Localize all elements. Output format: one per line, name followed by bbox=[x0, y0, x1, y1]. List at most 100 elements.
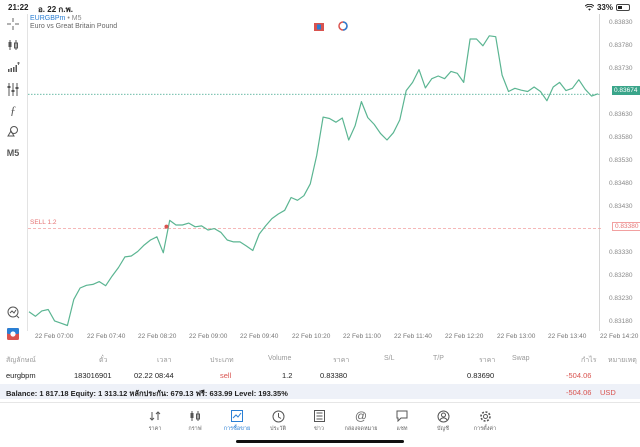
cell-symbol: eurgbpm bbox=[6, 371, 36, 380]
price-tick: 0.83630 bbox=[609, 111, 633, 118]
sell-price-label: 0.83380 bbox=[612, 222, 640, 231]
price-tick: 0.83430 bbox=[609, 203, 633, 210]
clock: 21:22 bbox=[8, 3, 29, 12]
nav-label: บัญชี bbox=[437, 426, 449, 432]
separator: • bbox=[67, 15, 70, 22]
trades-table-header: สัญลักษณ์ ตั๋ว เวลา ประเภท Volume ราคา S… bbox=[0, 352, 640, 366]
symbol-description: Euro vs Great Britain Pound bbox=[30, 23, 118, 30]
price-tick: 0.83180 bbox=[609, 318, 633, 325]
nav-account[interactable]: บัญชี bbox=[423, 409, 463, 433]
time-tick: 22 Feb 11:40 bbox=[394, 333, 432, 340]
price-tick: 0.83730 bbox=[609, 65, 633, 72]
bottom-navigation: ราคา กราฟ การซื้อขาย ประวัติ ข่าว @ กล่อ… bbox=[0, 402, 640, 447]
wifi-icon bbox=[584, 4, 594, 11]
price-tick: 0.83780 bbox=[609, 42, 633, 49]
price-tick: 0.83280 bbox=[609, 272, 633, 279]
account-summary: Balance: 1 817.18 Equity: 1 313.12 หลักป… bbox=[0, 384, 640, 399]
cell-time: 02.22 08:44 bbox=[134, 371, 174, 380]
nav-trade[interactable]: การซื้อขาย bbox=[217, 409, 257, 433]
nav-label: ราคา bbox=[148, 426, 162, 432]
objects-icon[interactable] bbox=[4, 124, 22, 138]
home-indicator[interactable] bbox=[236, 440, 404, 443]
trade-row[interactable]: eurgbpm 183016901 02.22 08:44 sell 1.2 0… bbox=[0, 368, 640, 383]
nav-settings[interactable]: การตั้งค่า bbox=[465, 409, 505, 433]
timeframe-button[interactable]: M5 bbox=[6, 148, 20, 158]
time-tick: 22 Feb 09:40 bbox=[240, 333, 279, 340]
header-price: ราคา bbox=[479, 357, 496, 364]
mailbox-icon: @ bbox=[354, 409, 368, 423]
trade-icon bbox=[217, 409, 257, 423]
quotes-icon bbox=[135, 409, 175, 423]
timeframe: M5 bbox=[71, 15, 82, 22]
cell-type: sell bbox=[220, 371, 232, 380]
battery-icon bbox=[616, 4, 630, 11]
nav-label: การซื้อขาย bbox=[223, 426, 251, 432]
cell-price: 0.83690 bbox=[467, 371, 495, 380]
nav-label: กล่องจดหมาย bbox=[344, 426, 378, 432]
sell-order-label[interactable]: SELL 1.2 bbox=[30, 219, 57, 226]
nav-mailbox[interactable]: @ กล่องจดหมาย bbox=[341, 409, 381, 433]
cell-ticket: 183016901 bbox=[74, 371, 112, 380]
chart-overlay-icons bbox=[314, 18, 348, 36]
date: อ. 22 ก.พ. bbox=[38, 5, 73, 14]
settings-sliders-icon[interactable] bbox=[4, 82, 22, 96]
settings-icon bbox=[465, 409, 505, 423]
time-tick: 22 Feb 09:00 bbox=[189, 333, 228, 340]
trading-signals-icon[interactable] bbox=[4, 305, 22, 319]
price-tick: 0.83830 bbox=[609, 19, 633, 26]
nav-label: กราฟ bbox=[188, 426, 202, 432]
cell-profit: -504.06 bbox=[566, 371, 592, 380]
nav-label: การตั้งค่า bbox=[473, 426, 497, 432]
chart-icon bbox=[175, 409, 215, 423]
time-tick: 22 Feb 11:00 bbox=[343, 333, 381, 340]
function-icon[interactable]: ƒ bbox=[10, 102, 16, 117]
nav-label: ประวัติ bbox=[269, 426, 287, 432]
time-tick: 22 Feb 07:00 bbox=[35, 333, 74, 340]
price-tick: 0.83480 bbox=[609, 180, 633, 187]
trade-level-icon[interactable] bbox=[338, 18, 348, 36]
one-click-trading-icon[interactable] bbox=[314, 18, 324, 36]
crosshair-icon[interactable] bbox=[4, 17, 22, 31]
time-tick: 22 Feb 13:00 bbox=[497, 333, 536, 340]
chart-type-icon[interactable] bbox=[4, 38, 22, 52]
current-price-label: 0.83674 bbox=[612, 86, 640, 95]
time-tick: 22 Feb 07:40 bbox=[87, 333, 126, 340]
history-icon bbox=[258, 409, 298, 423]
header-sl: S/L bbox=[384, 355, 395, 362]
header-symbol: สัญลักษณ์ bbox=[6, 357, 36, 364]
battery-percent: 33% bbox=[596, 3, 613, 12]
price-line-chart bbox=[28, 35, 601, 327]
header-comment: หมายเหตุ bbox=[608, 357, 637, 364]
time-tick: 22 Feb 12:20 bbox=[445, 333, 484, 340]
time-tick: 22 Feb 08:20 bbox=[138, 333, 177, 340]
cell-open-price: 0.83380 bbox=[320, 371, 348, 380]
nav-history[interactable]: ประวัติ bbox=[258, 409, 298, 433]
balance-text: Balance: 1 817.18 Equity: 1 313.12 หลักป… bbox=[6, 389, 288, 398]
total-profit: -504.06 bbox=[566, 388, 592, 397]
time-axis[interactable]: 22 Feb 07:00 22 Feb 07:40 22 Feb 08:20 2… bbox=[27, 331, 640, 341]
nav-label: ข่าว bbox=[314, 426, 324, 432]
price-axis[interactable]: 0.83830 0.83780 0.83730 0.83630 0.83580 … bbox=[601, 14, 640, 331]
indicators-icon[interactable] bbox=[4, 60, 22, 74]
nav-quotes[interactable]: ราคา bbox=[135, 409, 175, 433]
status-bar: 21:22 อ. 22 ก.พ. 33% bbox=[0, 0, 640, 14]
chat-icon bbox=[382, 409, 422, 423]
header-open-price: ราคา bbox=[333, 357, 350, 364]
account-icon bbox=[423, 409, 463, 423]
chart-symbol-title: EURGBPm • M5 bbox=[30, 15, 82, 22]
header-profit: กำไร bbox=[581, 357, 597, 364]
one-click-trading-icon[interactable] bbox=[4, 327, 22, 341]
time-tick: 22 Feb 10:20 bbox=[292, 333, 331, 340]
currency: USD bbox=[600, 388, 616, 397]
header-volume: Volume bbox=[268, 355, 292, 362]
header-ticket: ตั๋ว bbox=[99, 357, 108, 364]
time-tick: 22 Feb 13:40 bbox=[548, 333, 587, 340]
chart-area[interactable] bbox=[27, 14, 601, 331]
price-tick: 0.83580 bbox=[609, 134, 633, 141]
news-icon bbox=[299, 409, 339, 423]
header-type: ประเภท bbox=[210, 357, 234, 364]
nav-chart[interactable]: กราฟ bbox=[175, 409, 215, 433]
nav-news[interactable]: ข่าว bbox=[299, 409, 339, 433]
time-tick: 22 Feb 14:20 bbox=[600, 333, 639, 340]
nav-chat[interactable]: แชท bbox=[382, 409, 422, 433]
